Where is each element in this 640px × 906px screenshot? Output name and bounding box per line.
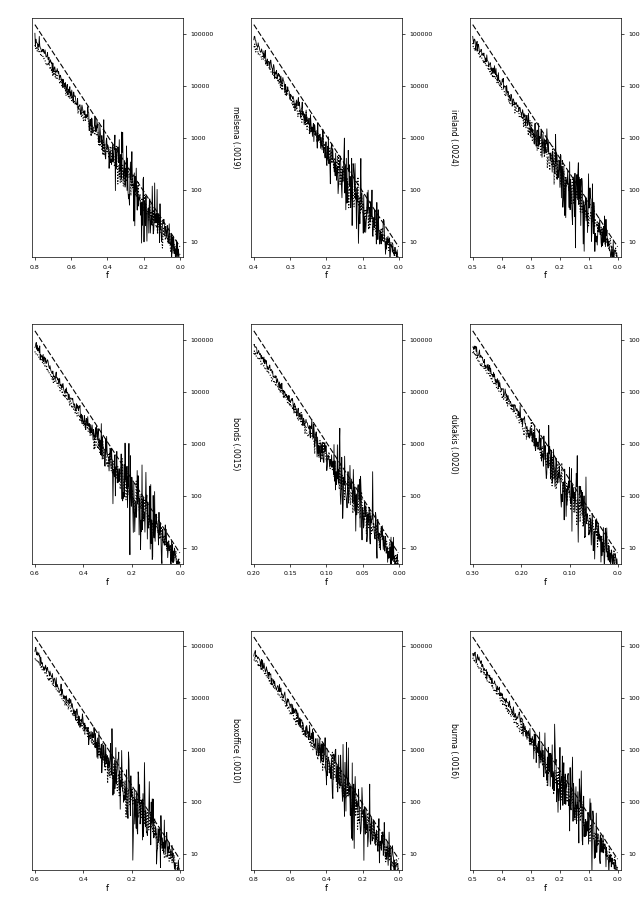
Y-axis label: ireland (.0024): ireland (.0024)	[449, 110, 458, 166]
X-axis label: f: f	[325, 272, 328, 280]
X-axis label: f: f	[106, 578, 109, 586]
X-axis label: f: f	[325, 883, 328, 892]
X-axis label: f: f	[544, 578, 547, 586]
Y-axis label: burma (.0016): burma (.0016)	[449, 723, 458, 777]
X-axis label: f: f	[325, 578, 328, 586]
X-axis label: f: f	[106, 883, 109, 892]
Y-axis label: dukakis (.0020): dukakis (.0020)	[449, 414, 458, 474]
X-axis label: f: f	[544, 272, 547, 280]
Y-axis label: bonds (.0015): bonds (.0015)	[230, 418, 239, 470]
X-axis label: f: f	[106, 272, 109, 280]
Y-axis label: boxoffice (.0010): boxoffice (.0010)	[230, 718, 239, 783]
Y-axis label: melsena (.0019): melsena (.0019)	[230, 106, 239, 169]
X-axis label: f: f	[544, 883, 547, 892]
